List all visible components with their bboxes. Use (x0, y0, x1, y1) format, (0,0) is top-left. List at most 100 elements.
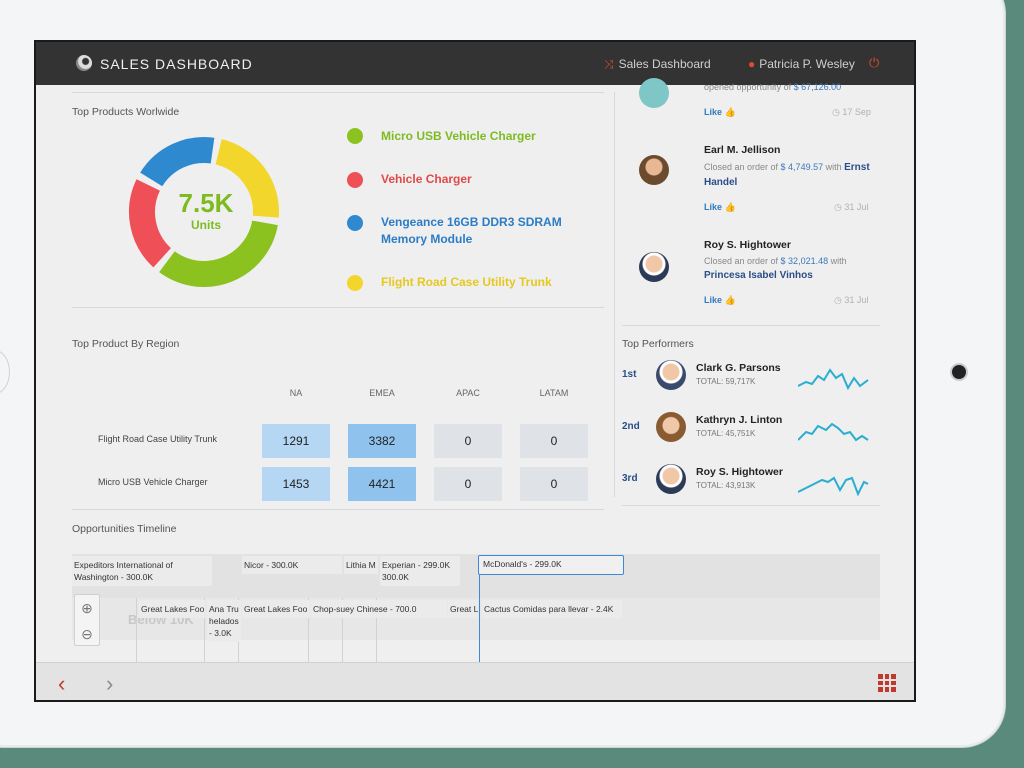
activity-company[interactable]: Princesa Isabel Vinhos (704, 270, 813, 281)
activity-text: opened opportunity of $ 67,126.00 (704, 80, 904, 94)
timeline-item[interactable]: Nicor - 300.0K (242, 556, 342, 574)
like-button[interactable]: Like 👍 (704, 107, 736, 117)
timeline-item[interactable]: Experian - 299.0K 300.0K (380, 556, 460, 586)
performer-total: TOTAL: 43,913K (696, 481, 756, 490)
like-label: Like (704, 202, 723, 212)
zoom-in-icon[interactable]: ⊕ (81, 600, 93, 616)
table-cell: 1453 (262, 467, 330, 501)
power-icon[interactable]: ⏻ (869, 55, 880, 70)
timeline-item[interactable]: Expeditors International of Washington -… (72, 556, 212, 586)
avatar (639, 155, 669, 185)
donut-slice-flight-road[interactable] (215, 139, 279, 218)
timeline-title: Opportunities Timeline (72, 523, 177, 535)
like-label: Like (704, 107, 723, 117)
chevron-right-icon[interactable]: › (106, 671, 114, 696)
top-products-donut (129, 137, 279, 287)
activity-company[interactable]: Ernst Handel (704, 162, 870, 188)
performer-name: Kathryn J. Linton (696, 414, 783, 426)
activity-text-pre: Closed an order of (704, 256, 781, 266)
activity-name: Earl M. Jellison (704, 144, 781, 156)
avatar (639, 78, 669, 108)
user-icon: ● (748, 57, 756, 71)
timeline-item[interactable]: Great Lakes Foo (242, 600, 310, 618)
row-header: Micro USB Vehicle Charger (98, 477, 208, 487)
timeline-item[interactable]: Great L (448, 600, 478, 618)
performer-sparkline (798, 476, 869, 497)
top-performers-title: Top Performers (622, 338, 694, 350)
legend-dot-yellow (347, 275, 363, 291)
timeline-gridline (136, 598, 137, 662)
performer-total: TOTAL: 59,717K (696, 377, 756, 386)
col-header-apac: APAC (456, 388, 480, 398)
activity-amount: $ 67,126.00 (793, 82, 842, 92)
timeline-item[interactable]: Cactus Comidas para llevar - 2.4K (482, 600, 622, 618)
timeline-item[interactable]: Chop-suey Chinese - 700.0 (311, 600, 447, 618)
shuffle-icon: ⤨ (604, 57, 614, 71)
performer-name: Roy S. Hightower (696, 466, 783, 478)
rank-label: 1st (622, 369, 637, 380)
app-logo-icon (76, 55, 92, 71)
performer-sparkline (798, 422, 869, 442)
sales-dashboard-link[interactable]: ⤨ Sales Dashboard (604, 57, 711, 72)
divider (622, 505, 880, 506)
like-button[interactable]: Like 👍 (704, 202, 736, 212)
rank-label: 2nd (622, 421, 640, 432)
activity-with: with (823, 162, 845, 172)
timeline-gridline (204, 598, 205, 662)
table-cell: 1291 (262, 424, 330, 458)
col-header-emea: EMEA (369, 388, 395, 398)
activity-amount: $ 4,749.57 (780, 162, 824, 172)
avatar (656, 464, 686, 494)
activity-date: ◷ 31 Jul (834, 295, 869, 305)
chevron-left-icon[interactable]: ‹ (58, 671, 66, 696)
performer-name: Clark G. Parsons (696, 362, 781, 374)
footer-bar: ‹ › (36, 662, 914, 700)
like-button[interactable]: Like 👍 (704, 295, 736, 305)
vertical-divider (614, 92, 615, 497)
donut-slice-vengeance[interactable] (140, 137, 215, 187)
divider (622, 325, 880, 326)
legend-micro-usb: Micro USB Vehicle Charger (381, 129, 536, 143)
donut-slice-micro-usb[interactable] (159, 220, 278, 287)
region-title: Top Product By Region (72, 338, 180, 350)
table-cell: 4421 (348, 467, 416, 501)
table-cell: 0 (520, 467, 588, 501)
grid-menu-icon[interactable] (878, 674, 896, 692)
performer-sparkline (798, 368, 869, 391)
timeline-item-selected[interactable]: McDonald's - 299.0K (478, 555, 624, 575)
col-header-na: NA (289, 388, 303, 398)
legend-dot-green (347, 128, 363, 144)
timeline-cursor[interactable] (479, 575, 480, 663)
zoom-controls: ⊕ ⊖ (74, 594, 100, 646)
avatar (656, 360, 686, 390)
avatar (639, 252, 669, 282)
activity-with: with (828, 256, 847, 266)
like-label: Like (704, 295, 723, 305)
app-screen: SALES DASHBOARD ⤨ Sales Dashboard ● Patric… (34, 40, 916, 702)
timeline-gridline (376, 598, 377, 662)
zoom-out-icon[interactable]: ⊖ (81, 626, 93, 642)
divider (72, 92, 604, 93)
timeline-item[interactable]: Great Lakes Foo (139, 600, 205, 618)
activity-text: Closed an order of $ 4,749.57 with Ernst… (704, 160, 884, 190)
app-title: SALES DASHBOARD (100, 56, 253, 72)
user-name-label: Patricia P. Wesley (759, 57, 855, 71)
legend-dot-red (347, 172, 363, 188)
divider (72, 307, 604, 308)
legend-vengeance: Vengeance 16GB DDR3 SDRAM Memory Module (381, 215, 562, 246)
donut-center-unit: Units (191, 218, 221, 232)
legend-vehicle-charger: Vehicle Charger (381, 172, 472, 186)
timeline-item[interactable]: Ana Tru helados - 3.0K (207, 600, 241, 642)
timeline-gridline (308, 598, 309, 662)
row-header: Flight Road Case Utility Trunk (98, 434, 218, 444)
activity-text-pre: Closed an order of (704, 162, 781, 172)
timeline-item[interactable]: Lithia M (344, 556, 378, 574)
table-cell: 0 (520, 424, 588, 458)
donut-slice-vehicle-charger[interactable] (129, 179, 172, 268)
user-menu[interactable]: ● Patricia P. Wesley (748, 57, 855, 71)
table-cell: 3382 (348, 424, 416, 458)
performer-total: TOTAL: 45,751K (696, 429, 756, 438)
activity-date: ◷ 31 Jul (834, 202, 869, 212)
camera-icon (952, 365, 966, 379)
legend-flight-road: Flight Road Case Utility Trunk (381, 275, 552, 289)
